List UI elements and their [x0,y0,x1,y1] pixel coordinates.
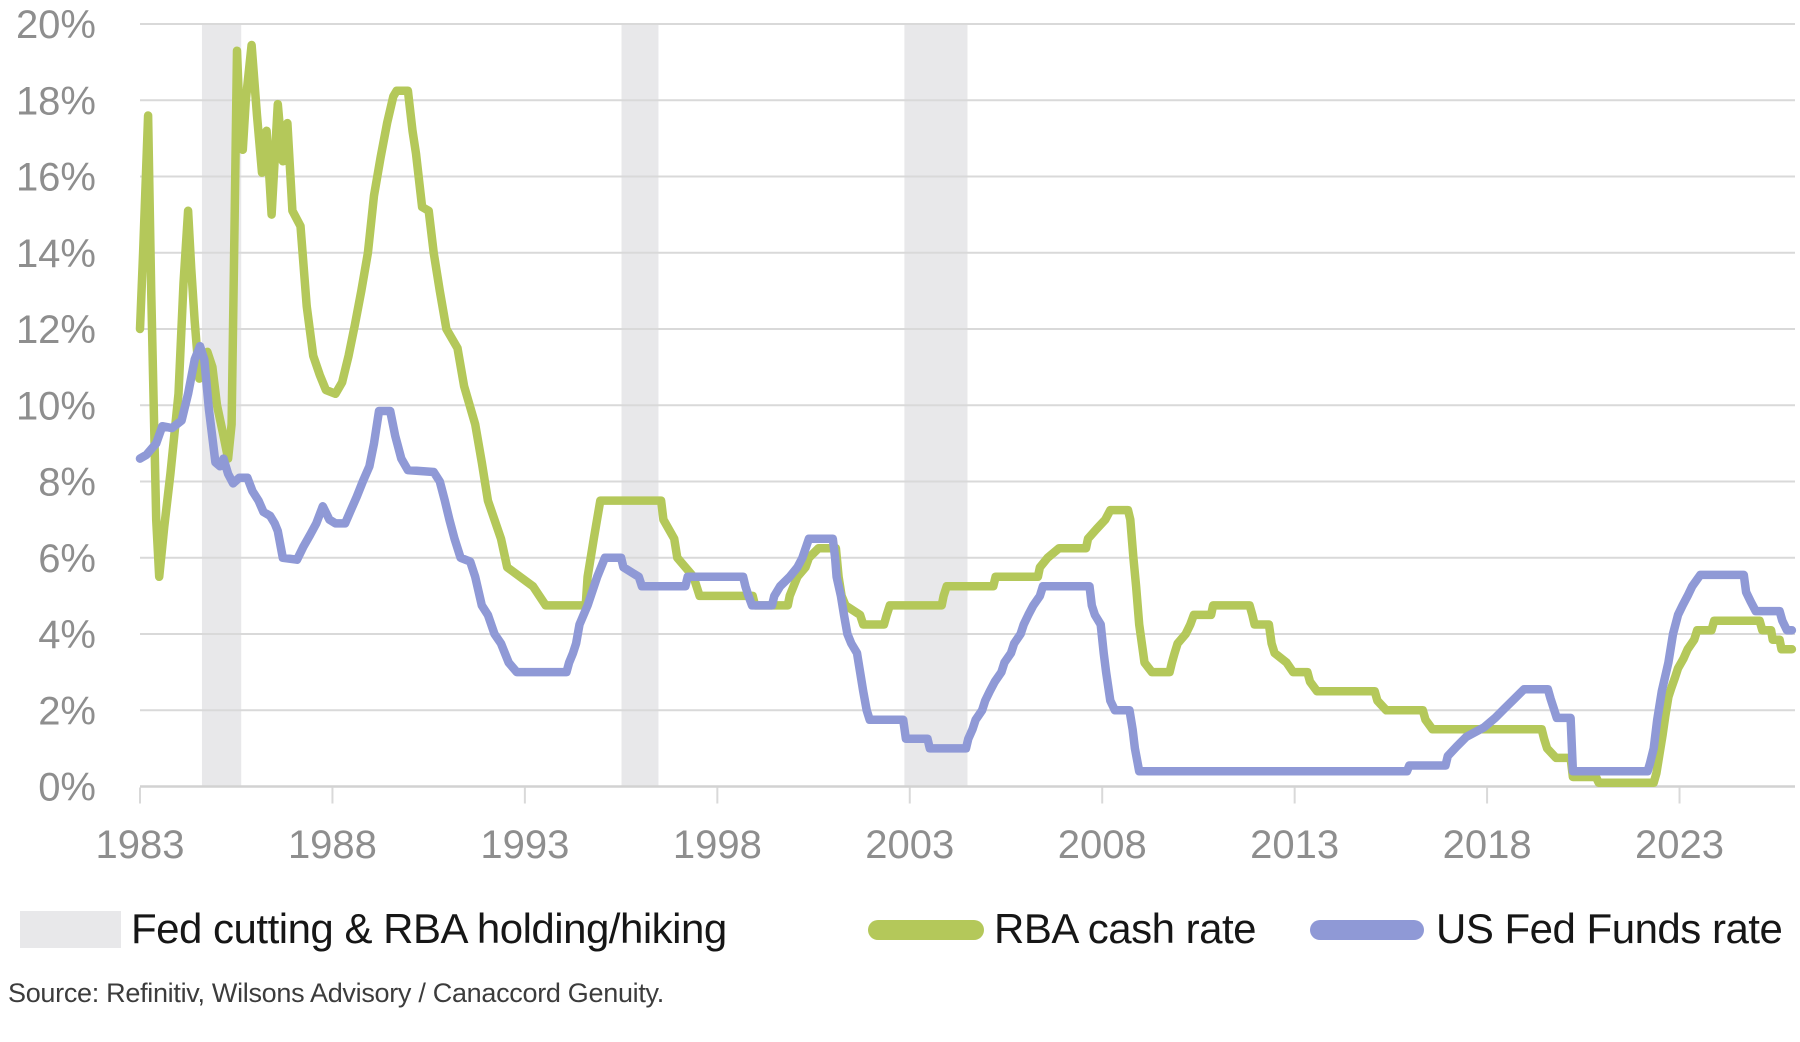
svg-text:14%: 14% [16,232,96,276]
svg-text:1983: 1983 [96,823,185,867]
svg-text:1993: 1993 [480,823,569,867]
x-axis-ticks [139,787,1681,804]
rates-line-chart: 0% 2% 4% 6% 8% 10% 12% 14% 16% 18% 20% 1983 1988 199… [16,3,1797,867]
rba-legend-line-swatch [868,920,984,940]
gridlines [140,23,1795,788]
rba-legend-label: RBA cash rate [994,905,1256,952]
fed-funds-rate-line [135,341,1797,776]
fed-legend-label: US Fed Funds rate [1436,905,1783,952]
svg-text:10%: 10% [16,384,96,428]
svg-text:16%: 16% [16,156,96,200]
rba-cash-rate-line [135,40,1797,787]
svg-text:6%: 6% [38,537,96,581]
fed-legend-line-swatch [1310,920,1424,940]
svg-text:20%: 20% [16,3,96,47]
svg-text:2023: 2023 [1635,823,1724,867]
svg-text:1998: 1998 [673,823,762,867]
svg-text:12%: 12% [16,308,96,352]
svg-text:18%: 18% [16,79,96,123]
svg-text:2018: 2018 [1443,823,1532,867]
svg-text:2013: 2013 [1250,823,1339,867]
svg-text:0%: 0% [38,766,96,810]
source-attribution: Source: Refinitiv, Wilsons Advisory / Ca… [8,978,664,1008]
svg-text:4%: 4% [38,613,96,657]
svg-text:1988: 1988 [288,823,377,867]
svg-text:2%: 2% [38,689,96,733]
svg-text:8%: 8% [38,461,96,505]
legend: Fed cutting & RBA holding/hiking RBA cas… [0,901,1800,957]
band-legend-swatch [20,911,121,948]
svg-text:2003: 2003 [865,823,954,867]
svg-text:2008: 2008 [1058,823,1147,867]
x-axis-labels: 1983 1988 1993 1998 2003 2008 2013 2018 2023 [96,823,1725,867]
y-axis-labels: 0% 2% 4% 6% 8% 10% 12% 14% 16% 18% 20% [16,3,96,810]
band-legend-label: Fed cutting & RBA holding/hiking [131,905,727,952]
